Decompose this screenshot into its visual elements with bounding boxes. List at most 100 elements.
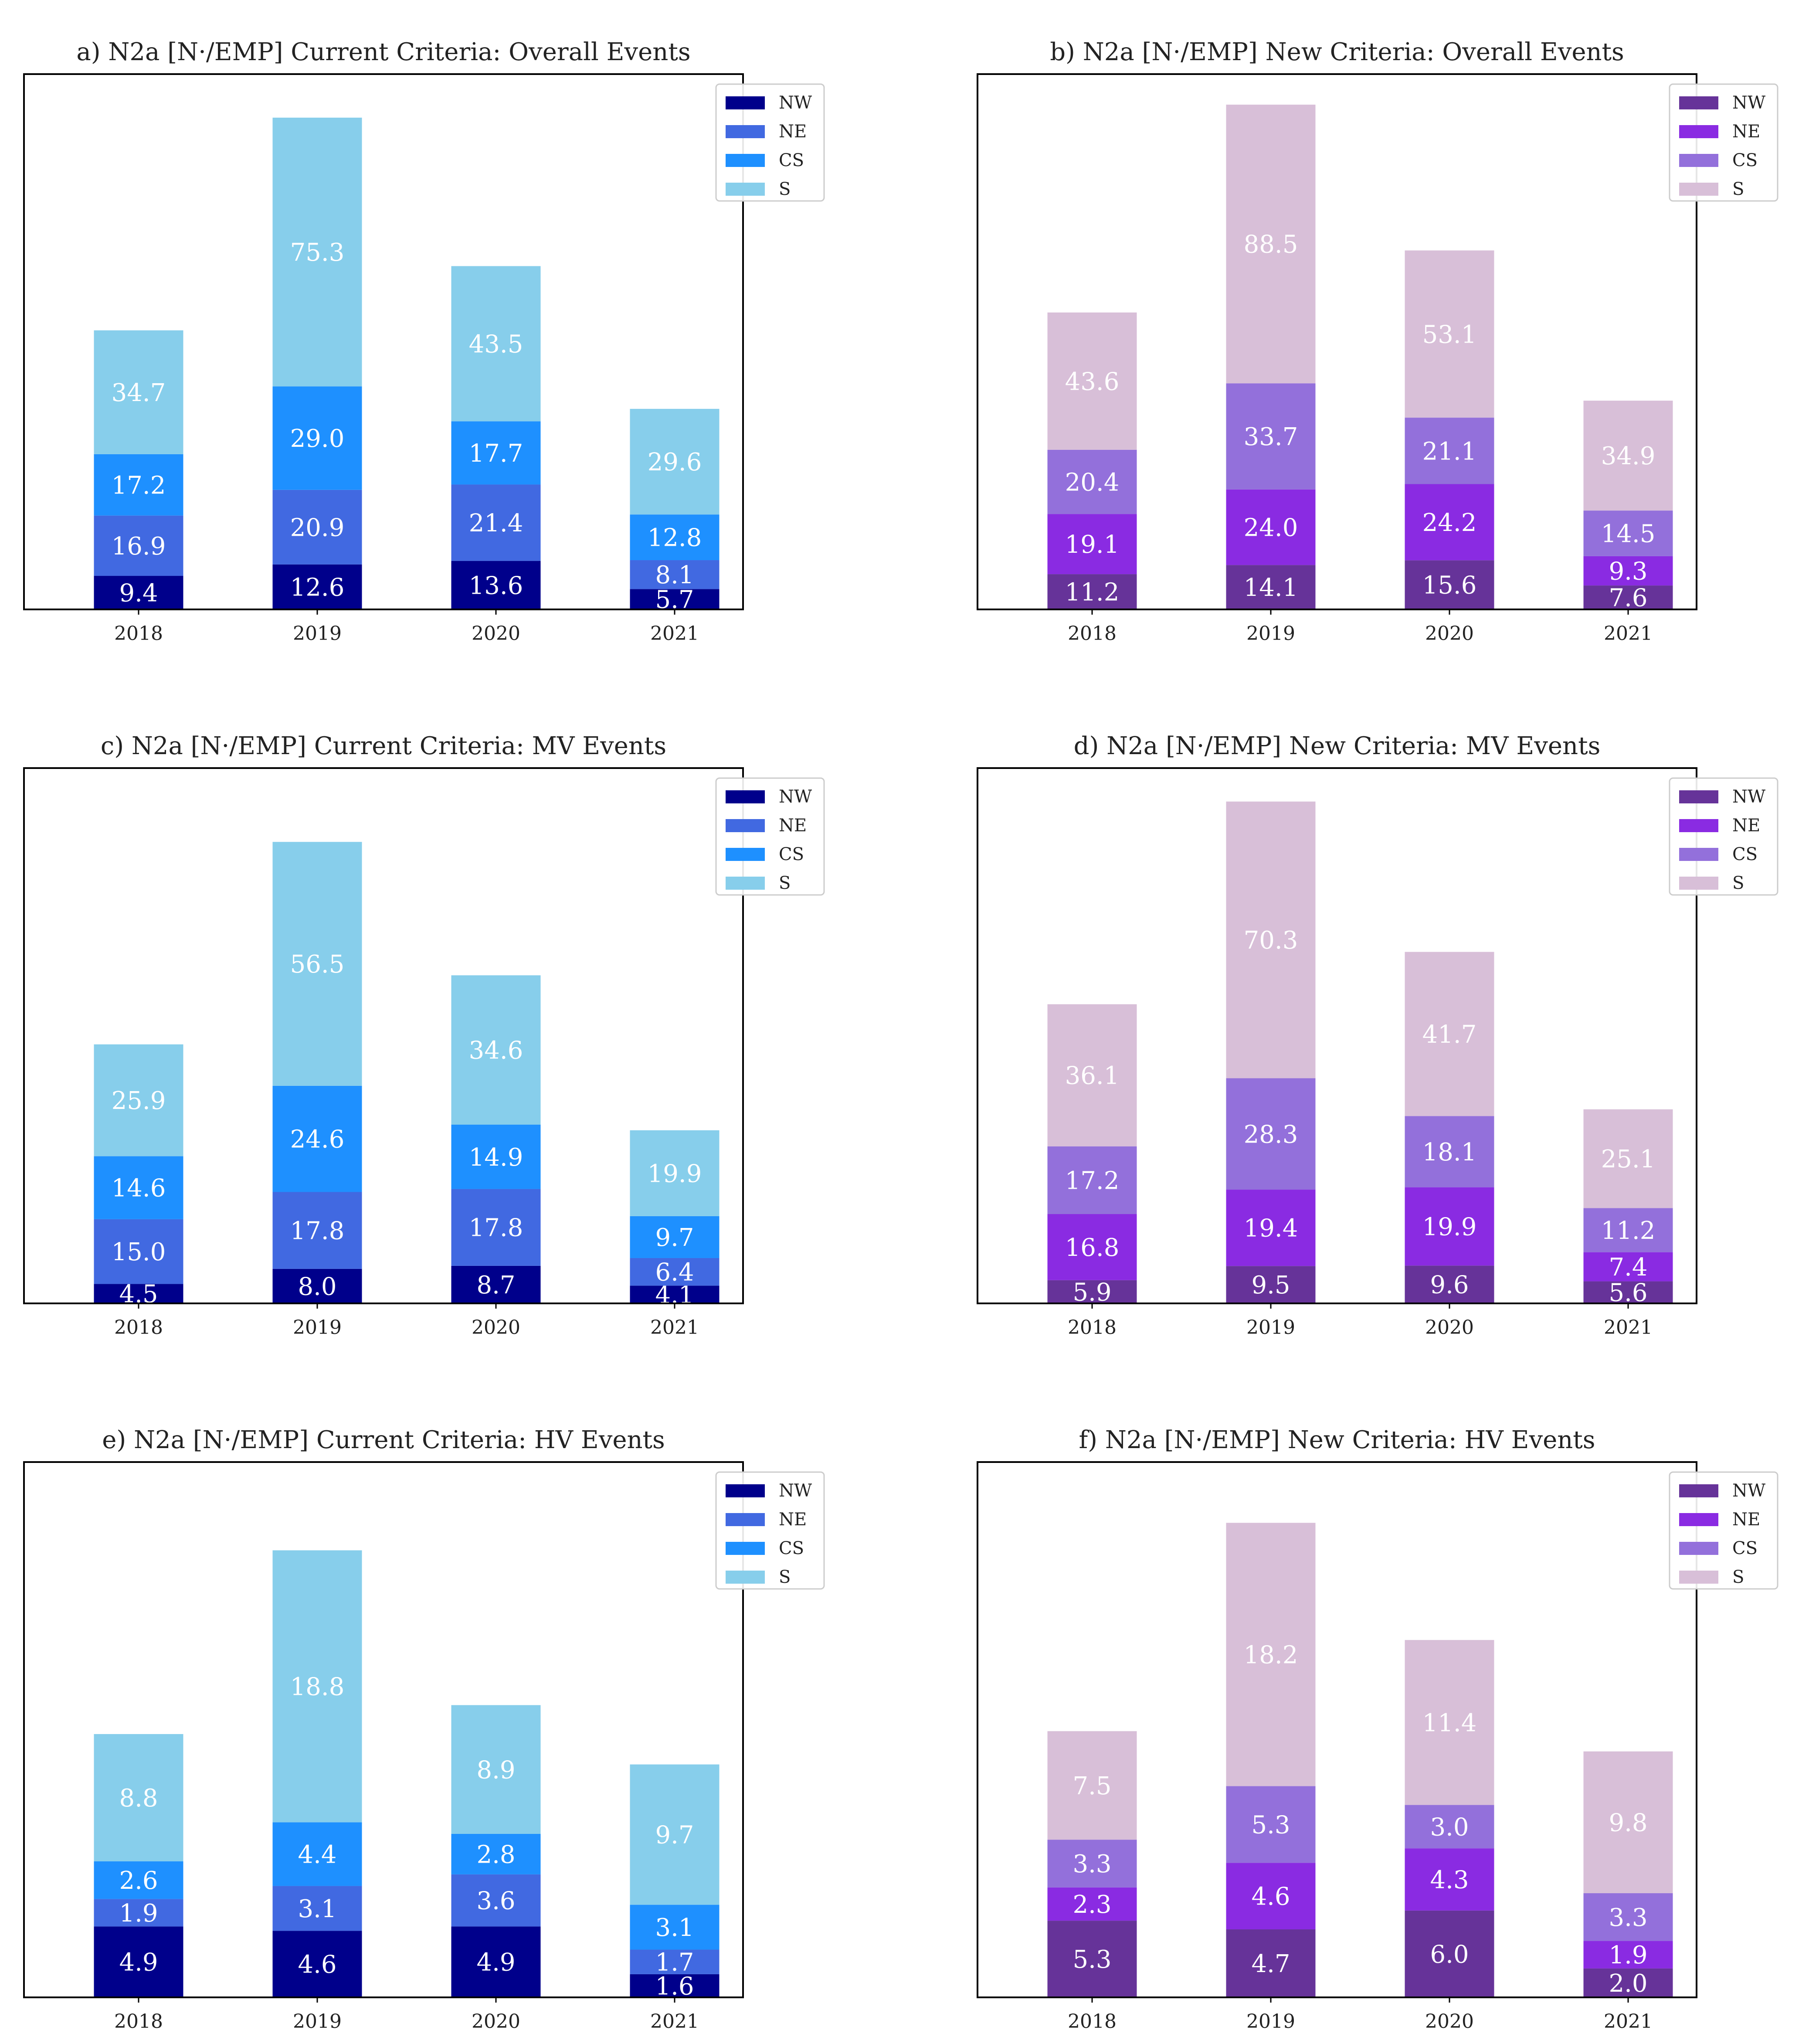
chart-title: d) N2a [N·/EMP] New Criteria: MV Events bbox=[1074, 732, 1601, 760]
x-tick-label: 2020 bbox=[1425, 622, 1474, 645]
legend-label-nw: NW bbox=[779, 787, 812, 807]
x-tick-label: 2021 bbox=[1604, 2010, 1653, 2033]
data-label-ne-2018: 19.1 bbox=[1065, 531, 1120, 559]
legend-label-ne: NE bbox=[1732, 122, 1760, 142]
legend-label-ne: NE bbox=[779, 816, 807, 836]
data-label-cs-2021: 14.5 bbox=[1601, 520, 1656, 548]
data-label-s-2018: 34.7 bbox=[112, 379, 166, 407]
data-label-s-2018: 25.9 bbox=[112, 1087, 166, 1115]
chart-title: a) N2a [N·/EMP] Current Criteria: Overal… bbox=[76, 38, 690, 66]
legend: NW NE CS S bbox=[715, 777, 825, 896]
legend-swatch-nw bbox=[1679, 790, 1718, 803]
legend-label-cs: CS bbox=[1732, 844, 1758, 864]
data-label-ne-2021: 1.7 bbox=[655, 1949, 694, 1977]
bar-segment-ne-2019 bbox=[272, 1886, 362, 1931]
data-label-ne-2021: 9.3 bbox=[1609, 558, 1647, 586]
legend-swatch-cs bbox=[726, 154, 765, 167]
data-label-cs-2019: 28.3 bbox=[1244, 1120, 1298, 1149]
axes-frame bbox=[977, 1461, 1697, 1998]
data-label-ne-2018: 15.0 bbox=[112, 1238, 166, 1266]
data-label-s-2019: 75.3 bbox=[290, 238, 345, 267]
data-label-s-2018: 43.6 bbox=[1065, 367, 1120, 396]
x-tick-label: 2018 bbox=[114, 1316, 163, 1339]
data-label-ne-2018: 16.8 bbox=[1065, 1234, 1120, 1262]
data-label-nw-2019: 9.5 bbox=[1251, 1271, 1290, 1299]
bar-segment-nw-2019 bbox=[1226, 1266, 1316, 1303]
data-label-cs-2018: 2.6 bbox=[119, 1867, 158, 1895]
bar-segment-cs-2020 bbox=[451, 421, 541, 485]
data-label-ne-2020: 3.6 bbox=[476, 1887, 515, 1915]
bar-segment-cs-2020 bbox=[1405, 418, 1494, 484]
data-label-s-2021: 9.8 bbox=[1609, 1809, 1647, 1837]
bar-segment-s-2020 bbox=[1405, 1640, 1494, 1805]
legend-label-s: S bbox=[779, 1567, 791, 1587]
bar-segment-ne-2019 bbox=[272, 1192, 362, 1269]
bar-segment-s-2018 bbox=[94, 1044, 183, 1156]
bar-segment-nw-2018 bbox=[94, 1926, 183, 1997]
legend-label-s: S bbox=[779, 873, 791, 893]
bar-segment-ne-2019 bbox=[1226, 489, 1316, 565]
bar-segment-ne-2020 bbox=[1405, 1187, 1494, 1266]
chart-title: b) N2a [N·/EMP] New Criteria: Overall Ev… bbox=[1050, 38, 1624, 66]
data-label-ne-2020: 24.2 bbox=[1422, 509, 1477, 537]
data-label-nw-2019: 4.6 bbox=[298, 1951, 336, 1979]
legend: NW NE CS S bbox=[1669, 777, 1778, 896]
x-tick-label: 2018 bbox=[114, 622, 163, 645]
bar-segment-s-2018 bbox=[1047, 312, 1137, 450]
data-label-cs-2018: 17.2 bbox=[1065, 1167, 1120, 1195]
legend-swatch-ne bbox=[1679, 125, 1718, 138]
bar-segment-s-2018 bbox=[94, 330, 183, 454]
bar-segment-s-2019 bbox=[272, 842, 362, 1086]
legend-label-nw: NW bbox=[1732, 1481, 1765, 1501]
legend-swatch-cs bbox=[726, 1542, 765, 1555]
bar-segment-cs-2021 bbox=[630, 1216, 720, 1258]
data-label-cs-2020: 18.1 bbox=[1422, 1138, 1477, 1167]
bar-segment-nw-2018 bbox=[94, 576, 183, 609]
bar-segment-cs-2018 bbox=[94, 454, 183, 516]
bar-segment-nw-2021 bbox=[1583, 1968, 1673, 1997]
data-label-s-2019: 18.8 bbox=[290, 1673, 345, 1701]
bar-segment-cs-2019 bbox=[272, 1085, 362, 1192]
data-label-s-2018: 36.1 bbox=[1065, 1062, 1120, 1090]
bar-segment-s-2021 bbox=[1583, 1751, 1673, 1894]
bar-segment-cs-2021 bbox=[1583, 1208, 1673, 1252]
bar-segment-nw-2020 bbox=[1405, 1265, 1494, 1303]
data-label-s-2021: 29.6 bbox=[648, 448, 702, 476]
legend-label-cs: CS bbox=[1732, 1538, 1758, 1558]
data-label-ne-2019: 4.6 bbox=[1251, 1883, 1290, 1911]
legend-swatch-nw bbox=[726, 96, 765, 109]
bar-segment-cs-2021 bbox=[630, 514, 720, 561]
chart-panel-e: e) N2a [N·/EMP] Current Criteria: HV Eve… bbox=[23, 1426, 825, 2033]
data-label-ne-2019: 24.0 bbox=[1244, 514, 1298, 542]
bar-segment-ne-2018 bbox=[1047, 1214, 1137, 1280]
bar-segment-cs-2019 bbox=[272, 386, 362, 490]
bar-segment-s-2021 bbox=[1583, 1109, 1673, 1208]
bar-segment-s-2019 bbox=[1226, 801, 1316, 1078]
legend-label-nw: NW bbox=[779, 1481, 812, 1501]
data-label-nw-2018: 5.9 bbox=[1073, 1278, 1111, 1306]
legend-box bbox=[715, 1471, 825, 1590]
legend-swatch-s bbox=[1679, 183, 1718, 196]
legend-label-ne: NE bbox=[779, 122, 807, 142]
legend-label-s: S bbox=[1732, 179, 1744, 199]
panel-grid: a) N2a [N·/EMP] Current Criteria: Overal… bbox=[23, 38, 1778, 2033]
legend-label-s: S bbox=[779, 179, 791, 199]
data-label-s-2021: 9.7 bbox=[655, 1821, 694, 1850]
bar-segment-cs-2018 bbox=[1047, 1840, 1137, 1888]
data-label-cs-2019: 29.0 bbox=[290, 425, 345, 453]
data-label-nw-2018: 5.3 bbox=[1073, 1945, 1111, 1974]
legend-swatch-s bbox=[726, 877, 765, 890]
data-label-cs-2020: 21.1 bbox=[1422, 437, 1477, 466]
bar-segment-s-2018 bbox=[1047, 1004, 1137, 1146]
data-label-cs-2019: 33.7 bbox=[1244, 423, 1298, 451]
axes-frame bbox=[23, 73, 744, 610]
x-tick-label: 2019 bbox=[293, 2010, 342, 2033]
bar-segment-nw-2018 bbox=[94, 1284, 183, 1303]
legend-swatch-cs bbox=[1679, 848, 1718, 861]
legend-swatch-cs bbox=[1679, 154, 1718, 167]
x-tick-label: 2018 bbox=[1068, 622, 1117, 645]
data-label-nw-2018: 4.9 bbox=[119, 1949, 158, 1977]
x-tick-label: 2018 bbox=[1068, 2010, 1117, 2033]
data-label-s-2021: 34.9 bbox=[1601, 442, 1656, 470]
legend-swatch-s bbox=[726, 1571, 765, 1584]
